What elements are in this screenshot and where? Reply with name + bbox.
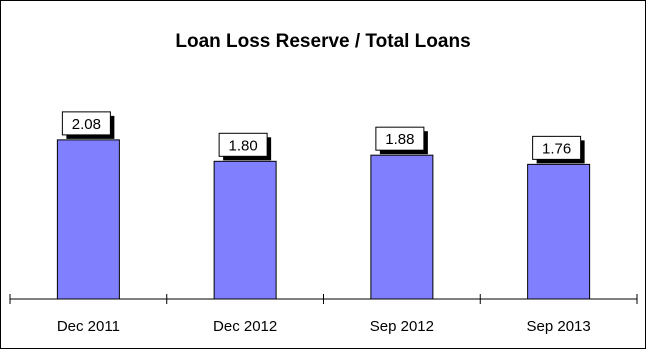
data-label-box: 1.80 — [218, 132, 272, 161]
data-label-box: 1.76 — [532, 135, 585, 164]
chart-title: Loan Loss Reserve / Total Loans — [175, 31, 470, 52]
data-label: 2.08 — [72, 116, 101, 133]
data-label-box: 2.08 — [61, 111, 115, 139]
bar-sep-2013 — [527, 163, 591, 300]
data-label-bg — [218, 132, 268, 157]
bar-dec-2012 — [213, 160, 277, 300]
x-tick-label: Dec 2012 — [213, 318, 277, 335]
data-label: 1.88 — [385, 131, 414, 148]
data-labels: 2.08 1.80 1.88 1.76 — [61, 111, 585, 164]
data-label: 1.80 — [229, 137, 258, 154]
bars-layer — [56, 139, 591, 300]
data-label-bg — [375, 126, 425, 151]
x-axis-ticks — [9, 294, 638, 304]
x-tick-label: Sep 2012 — [370, 318, 434, 335]
x-tick-label: Sep 2013 — [527, 318, 591, 335]
data-label-box: 1.88 — [375, 126, 428, 155]
bar-sep-2012 — [370, 154, 434, 300]
bar-dec-2011 — [56, 139, 120, 300]
data-label: 1.76 — [542, 140, 571, 157]
data-label-bg — [61, 111, 111, 136]
x-axis-labels: Dec 2011 Dec 2012 Sep 2012 Sep 2013 — [57, 318, 591, 335]
x-tick-label: Dec 2011 — [57, 318, 120, 335]
data-label-bg — [532, 135, 582, 160]
